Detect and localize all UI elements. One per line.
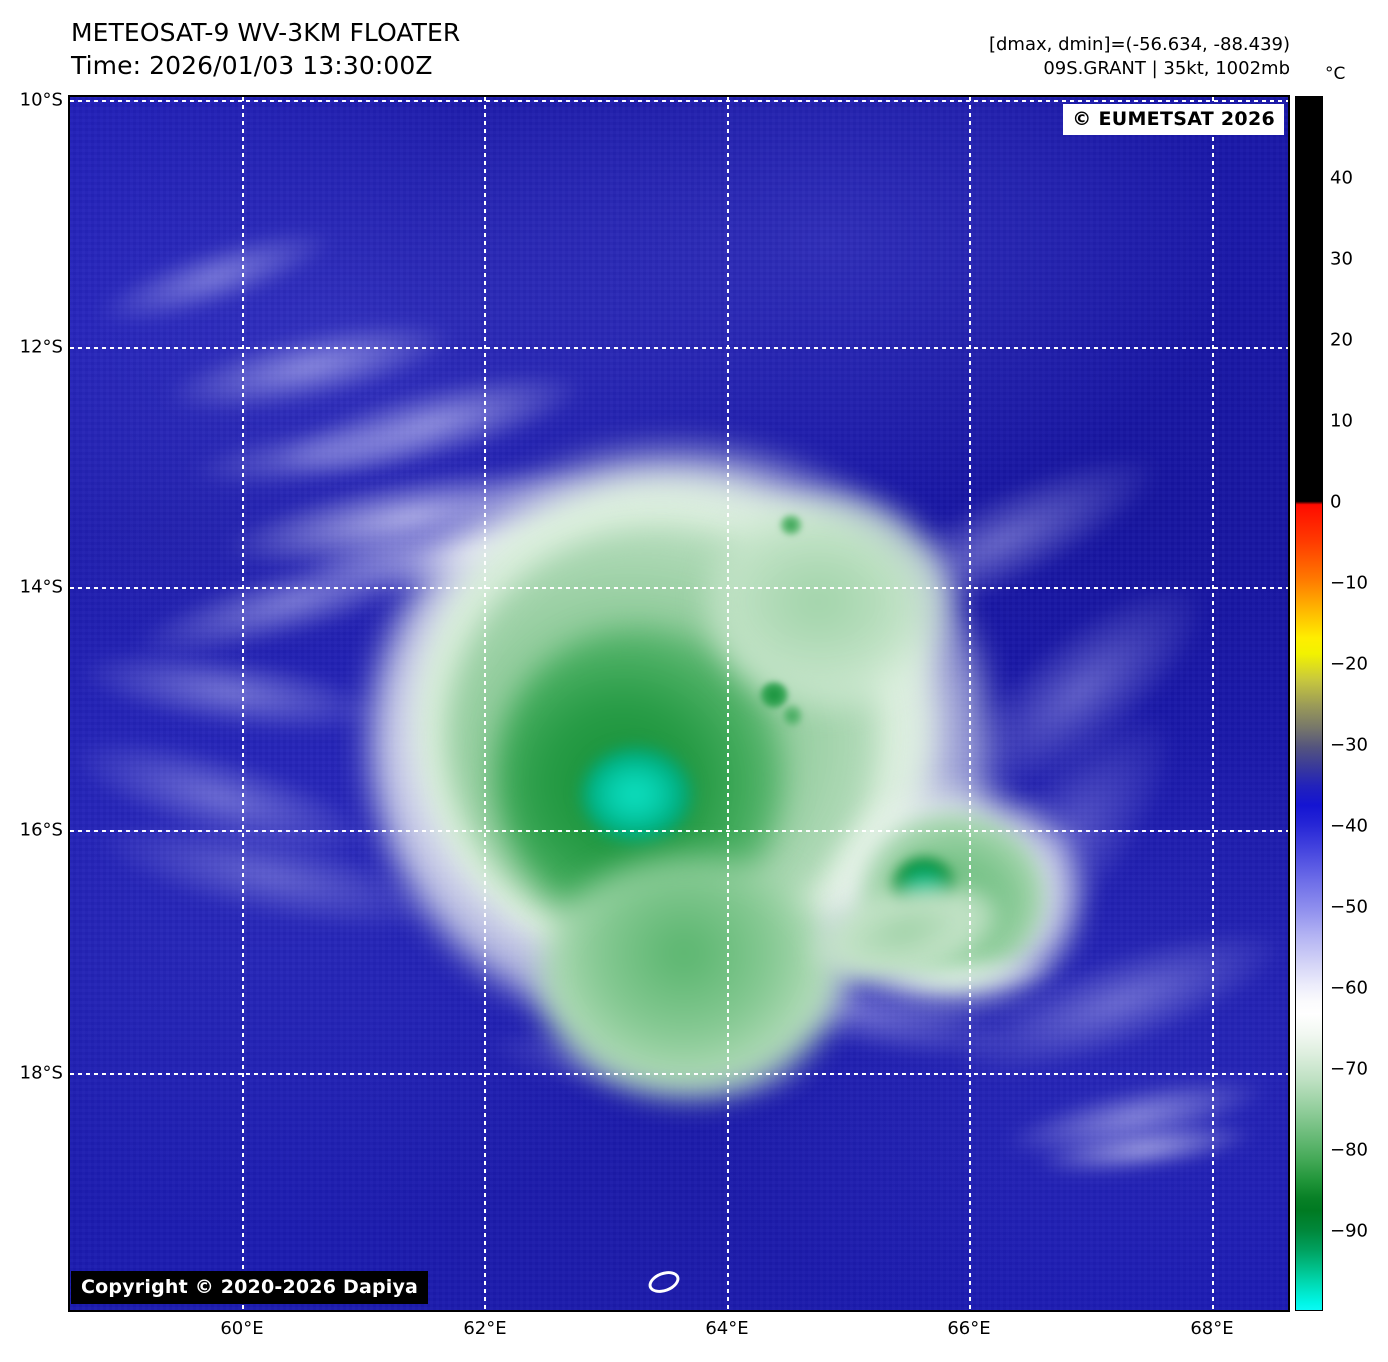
cdo-south-extension <box>540 857 840 1097</box>
storm-info-label: 09S.GRANT | 35kt, 1002mb <box>1043 58 1290 80</box>
cbtick-label: −60 <box>1330 977 1368 999</box>
satellite-image-plot: © EUMETSAT 2026 Copyright © 2020-2026 Da… <box>70 97 1288 1310</box>
gridline-lon-60 <box>242 97 244 1310</box>
temperature-colorbar <box>1296 97 1322 1310</box>
gridline-lat-16s <box>70 830 1288 832</box>
xtick-label: 64°E <box>705 1318 749 1339</box>
eumetsat-copyright-badge: © EUMETSAT 2026 <box>1063 104 1284 135</box>
gridline-lon-68 <box>1212 97 1214 1310</box>
xtick-label: 60°E <box>220 1318 264 1339</box>
cdo-coldest-core <box>582 747 692 842</box>
gridline-lon-62 <box>484 97 486 1310</box>
ytick-label: 14°S <box>19 576 63 598</box>
xtick-label: 62°E <box>463 1318 507 1339</box>
dapiya-copyright-badge: Copyright © 2020-2026 Dapiya <box>71 1271 429 1304</box>
ytick-label: 16°S <box>19 819 63 841</box>
cbtick-label: −20 <box>1330 653 1368 675</box>
cbtick-label: −80 <box>1330 1139 1368 1161</box>
cbtick-label: 40 <box>1330 167 1353 189</box>
cbtick-label: −70 <box>1330 1058 1368 1080</box>
xtick-label: 66°E <box>947 1318 991 1339</box>
cbtick-label: 30 <box>1330 248 1353 270</box>
cbtick-label: −40 <box>1330 815 1368 837</box>
timestamp-label: Time: 2026/01/03 13:30:00Z <box>71 50 433 80</box>
cdo-ne-lobe <box>710 497 950 707</box>
xtick-label: 68°E <box>1190 1318 1234 1339</box>
metadata-block: [dmax, dmin]=(-56.634, -88.439) 09S.GRAN… <box>989 33 1290 81</box>
gridline-lat-14s <box>70 587 1288 589</box>
gridline-lat-18s <box>70 1073 1288 1075</box>
cdo-edge-knob <box>782 705 802 727</box>
title-block: METEOSAT-9 WV-3KM FLOATER Time: 2026/01/… <box>71 17 460 82</box>
cbtick-label: 0 <box>1330 491 1342 513</box>
cbtick-label: −10 <box>1330 572 1368 594</box>
ytick-label: 12°S <box>19 336 63 358</box>
colorbar-units-label: °C <box>1325 64 1346 84</box>
gridline-lat-12s <box>70 347 1288 349</box>
cdo-edge-knob <box>780 515 802 535</box>
cbtick-label: 10 <box>1330 410 1353 432</box>
cbtick-label: −30 <box>1330 734 1368 756</box>
cdo-edge-knob <box>760 682 788 708</box>
page-title: METEOSAT-9 WV-3KM FLOATER <box>71 18 461 47</box>
cbtick-label: −90 <box>1330 1220 1368 1242</box>
dminmax-label: [dmax, dmin]=(-56.634, -88.439) <box>988 34 1290 55</box>
ytick-label: 10°S <box>19 89 63 111</box>
gridline-lon-64 <box>727 97 729 1310</box>
gridline-lat-10s <box>70 100 1288 102</box>
ytick-label: 18°S <box>19 1062 63 1084</box>
cbtick-label: 20 <box>1330 329 1353 351</box>
cbtick-label: −50 <box>1330 896 1368 918</box>
gridline-lon-66 <box>969 97 971 1310</box>
